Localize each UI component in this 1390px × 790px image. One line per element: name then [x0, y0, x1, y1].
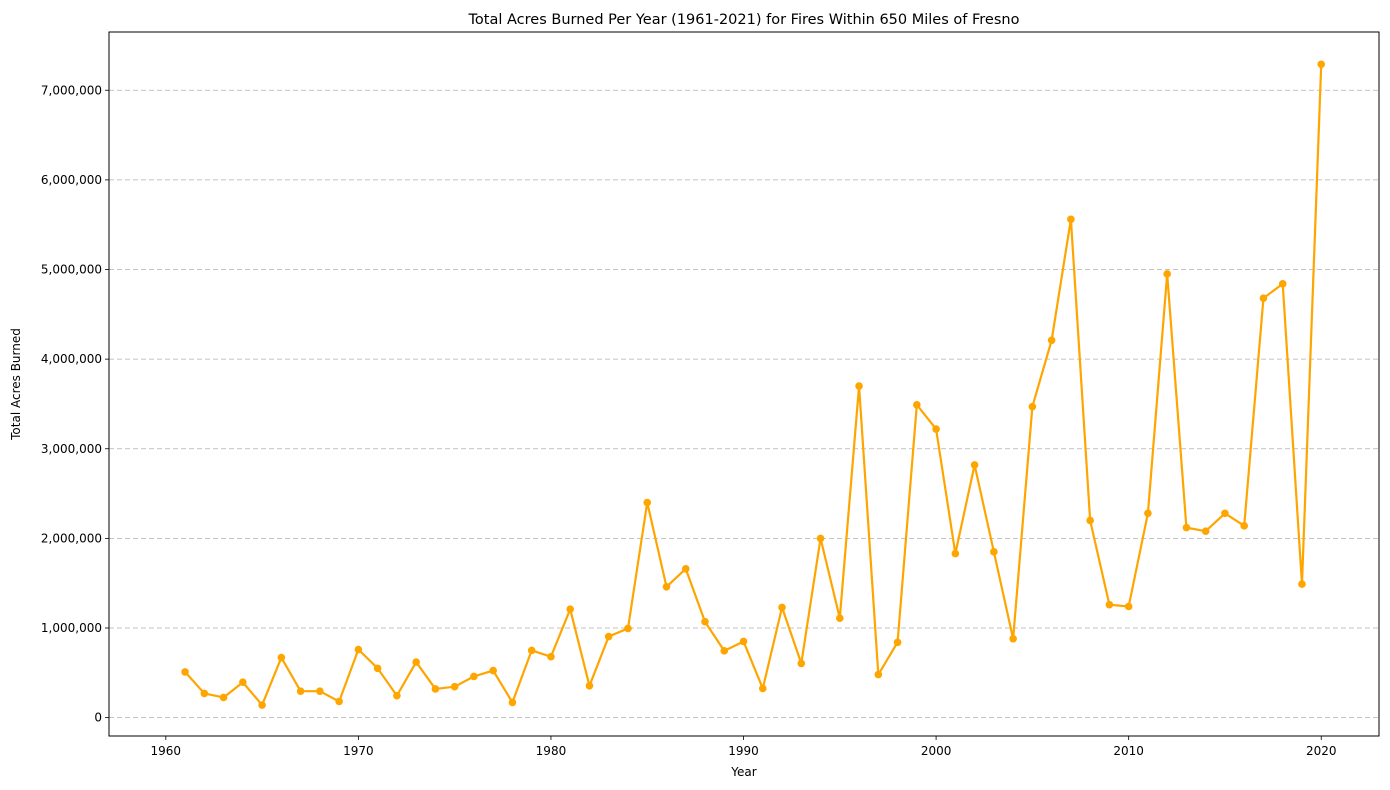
x-tick-label: 1980 — [536, 744, 567, 758]
data-point — [258, 701, 266, 709]
data-point — [1278, 280, 1287, 288]
data-point — [701, 617, 709, 626]
data-point — [1259, 294, 1268, 302]
data-point — [662, 582, 671, 591]
data-point — [1028, 402, 1037, 411]
data-point — [508, 698, 517, 707]
data-point — [373, 664, 382, 673]
data-point — [200, 689, 209, 698]
data-point — [393, 691, 401, 700]
x-axis-label: Year — [730, 765, 756, 779]
y-tick-label: 1,000,000 — [41, 621, 102, 635]
x-tick-label: 1960 — [151, 744, 182, 758]
data-point — [951, 549, 960, 558]
data-point — [836, 614, 844, 622]
data-point — [566, 605, 575, 613]
data-point — [816, 534, 825, 543]
y-tick-label: 6,000,000 — [41, 173, 102, 187]
data-point — [277, 653, 286, 662]
data-point — [893, 638, 902, 647]
y-tick-label: 2,000,000 — [41, 531, 102, 545]
data-point — [181, 668, 189, 676]
y-tick-label: 0 — [94, 711, 102, 725]
data-point — [874, 670, 883, 679]
x-tick-label: 2010 — [1113, 744, 1144, 758]
data-point — [1105, 600, 1114, 609]
data-point — [1124, 602, 1133, 611]
data-point — [1067, 215, 1075, 224]
data-point — [412, 658, 420, 666]
data-point — [624, 624, 632, 633]
data-point — [527, 646, 536, 655]
data-point — [296, 687, 305, 695]
data-point — [354, 645, 363, 654]
data-point — [758, 684, 767, 693]
data-point — [1201, 527, 1210, 536]
data-point — [855, 382, 863, 390]
y-axis-label: Total Acres Burned — [9, 328, 23, 441]
data-point — [970, 461, 979, 469]
data-point — [1047, 336, 1056, 345]
chart-title: Total Acres Burned Per Year (1961-2021) … — [468, 12, 1020, 28]
data-point — [1317, 60, 1326, 69]
data-point — [489, 666, 497, 675]
data-point — [932, 425, 940, 433]
data-point — [1086, 516, 1094, 525]
y-axis: 0 1,000,000 2,000,000 3,000,000 4,000,000 5,0… — [41, 83, 109, 725]
y-tick-label: 4,000,000 — [41, 352, 102, 366]
data-point — [585, 682, 594, 690]
data-point — [1182, 523, 1191, 532]
data-point — [1240, 522, 1249, 530]
x-tick-label: 1970 — [343, 744, 374, 758]
x-tick-label: 1990 — [728, 744, 759, 758]
data-point — [604, 632, 613, 641]
y-tick-label: 3,000,000 — [41, 442, 102, 456]
data-point — [219, 693, 228, 702]
y-tick-label: 5,000,000 — [41, 263, 102, 277]
data-point — [643, 498, 652, 507]
data-point — [797, 659, 806, 668]
data-point — [431, 685, 440, 693]
data-point — [547, 652, 555, 661]
y-tick-label: 7,000,000 — [41, 83, 102, 97]
series-line — [184, 64, 1323, 707]
data-point — [681, 565, 690, 573]
data-point — [470, 672, 478, 681]
data-point — [1009, 634, 1017, 643]
data-point — [739, 637, 748, 646]
series-acres-burned — [181, 60, 1326, 709]
data-point — [990, 548, 998, 556]
data-point — [450, 682, 459, 691]
plot-frame — [108, 31, 1380, 737]
data-point — [335, 697, 343, 706]
x-tick-label: 2000 — [921, 744, 952, 758]
data-point — [239, 678, 247, 687]
data-point — [720, 647, 729, 655]
data-point — [316, 687, 324, 695]
data-point — [1163, 270, 1171, 278]
data-point — [778, 603, 786, 612]
data-point — [1144, 509, 1152, 518]
x-tick-label: 2020 — [1306, 744, 1337, 758]
data-point — [1221, 509, 1229, 518]
data-point — [913, 401, 921, 409]
grid-lines — [109, 89, 1379, 719]
x-axis: 1960 1970 1980 1990 2000 2010 2020 — [151, 736, 1337, 758]
data-point — [1298, 580, 1306, 588]
